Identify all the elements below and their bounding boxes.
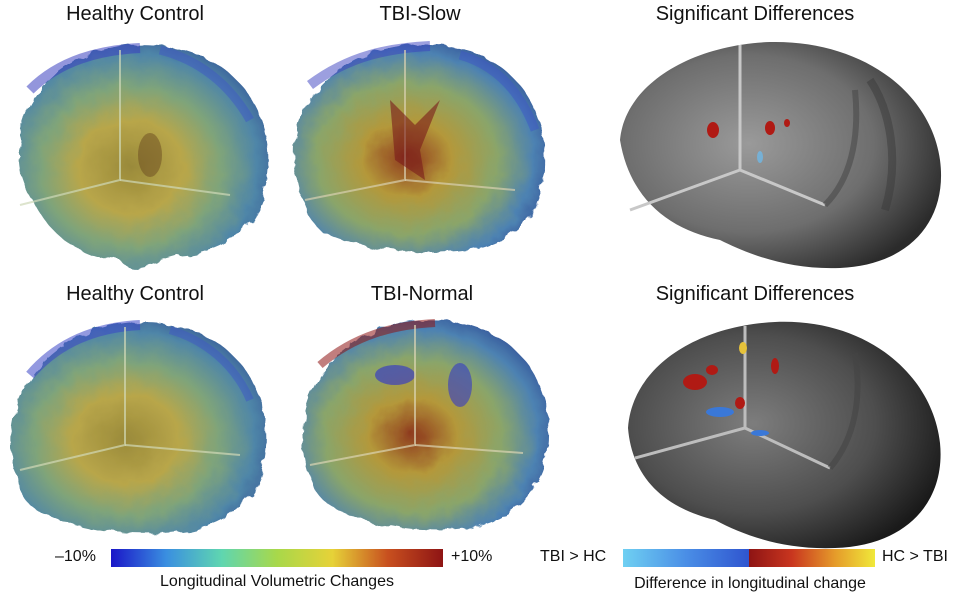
colorbar-right-right-label: HC > TBI bbox=[882, 548, 948, 565]
panel-title-significant-differences-top: Significant Differences bbox=[655, 3, 855, 25]
colorbar-left-max-label: +10% bbox=[451, 548, 493, 565]
brain-render-significant-differences-top bbox=[610, 30, 950, 275]
brain-render-tbi-normal bbox=[285, 305, 560, 545]
panel-title-tbi-slow: TBI-Slow bbox=[379, 3, 461, 25]
panel-title-healthy-control-top: Healthy Control bbox=[66, 3, 204, 25]
colorbar-left-caption: Longitudinal Volumetric Changes bbox=[160, 573, 394, 590]
brain-render-significant-differences-bottom bbox=[610, 308, 950, 553]
brain-render-healthy-control-top bbox=[0, 30, 275, 270]
panel-title-significant-differences-bottom: Significant Differences bbox=[655, 283, 855, 305]
brain-render-tbi-slow bbox=[280, 30, 555, 270]
panel-title-healthy-control-bottom: Healthy Control bbox=[66, 283, 204, 305]
panel-title-tbi-normal: TBI-Normal bbox=[370, 283, 474, 305]
brain-render-healthy-control-bottom bbox=[0, 305, 275, 545]
colorbar-right-left-label: TBI > HC bbox=[540, 548, 607, 565]
colorbar-left-min-label: –10% bbox=[55, 548, 96, 565]
colorbar-volumetric-change bbox=[111, 549, 443, 567]
colorbar-right-caption: Difference in longitudinal change bbox=[634, 575, 866, 592]
colorbar-difference bbox=[623, 549, 875, 567]
